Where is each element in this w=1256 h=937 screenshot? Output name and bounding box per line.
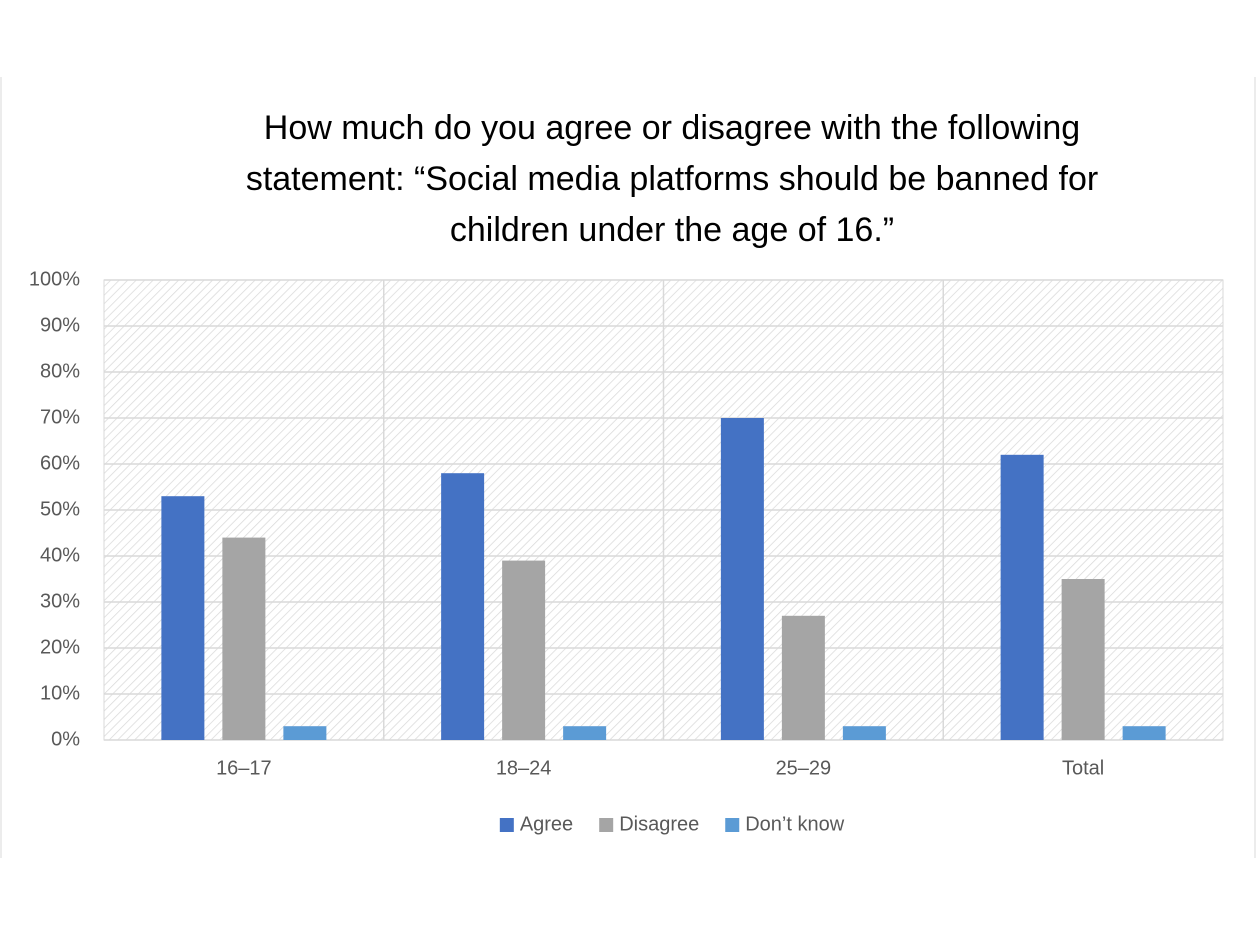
legend-label: Don’t know	[745, 813, 844, 835]
y-tick-label: 30%	[40, 590, 80, 612]
legend-swatch	[499, 818, 514, 832]
legend-swatch	[725, 818, 740, 832]
y-tick-label: 0%	[51, 728, 80, 750]
bar	[842, 726, 886, 740]
legend-label: Disagree	[619, 813, 699, 835]
y-tick-label: 70%	[40, 406, 80, 428]
y-tick-label: 80%	[40, 360, 80, 382]
bar	[781, 615, 825, 740]
y-tick-label: 100%	[29, 268, 80, 290]
bar	[502, 560, 546, 740]
legend-swatch	[599, 818, 614, 832]
y-tick-label: 20%	[40, 636, 80, 658]
x-tick-label: 18–24	[496, 757, 552, 779]
y-tick-label: 60%	[40, 452, 80, 474]
chart-title: children under the age of 16.”	[450, 211, 894, 249]
bar	[563, 726, 607, 740]
bar	[720, 418, 764, 740]
bar	[1061, 579, 1105, 740]
bar	[1122, 726, 1166, 740]
x-tick-label: 16–17	[216, 757, 272, 779]
y-tick-label: 90%	[40, 314, 80, 336]
x-tick-label: Total	[1062, 757, 1104, 779]
bar	[1000, 454, 1044, 740]
bar	[283, 726, 327, 740]
y-tick-label: 40%	[40, 544, 80, 566]
bar	[161, 496, 205, 740]
y-tick-label: 10%	[40, 682, 80, 704]
y-tick-label: 50%	[40, 498, 80, 520]
chart-title: statement: “Social media platforms shoul…	[246, 160, 1098, 198]
bar	[222, 537, 266, 740]
chart-title: How much do you agree or disagree with t…	[264, 109, 1080, 147]
legend-label: Agree	[520, 813, 573, 835]
x-tick-label: 25–29	[776, 757, 832, 779]
bar	[441, 473, 485, 740]
